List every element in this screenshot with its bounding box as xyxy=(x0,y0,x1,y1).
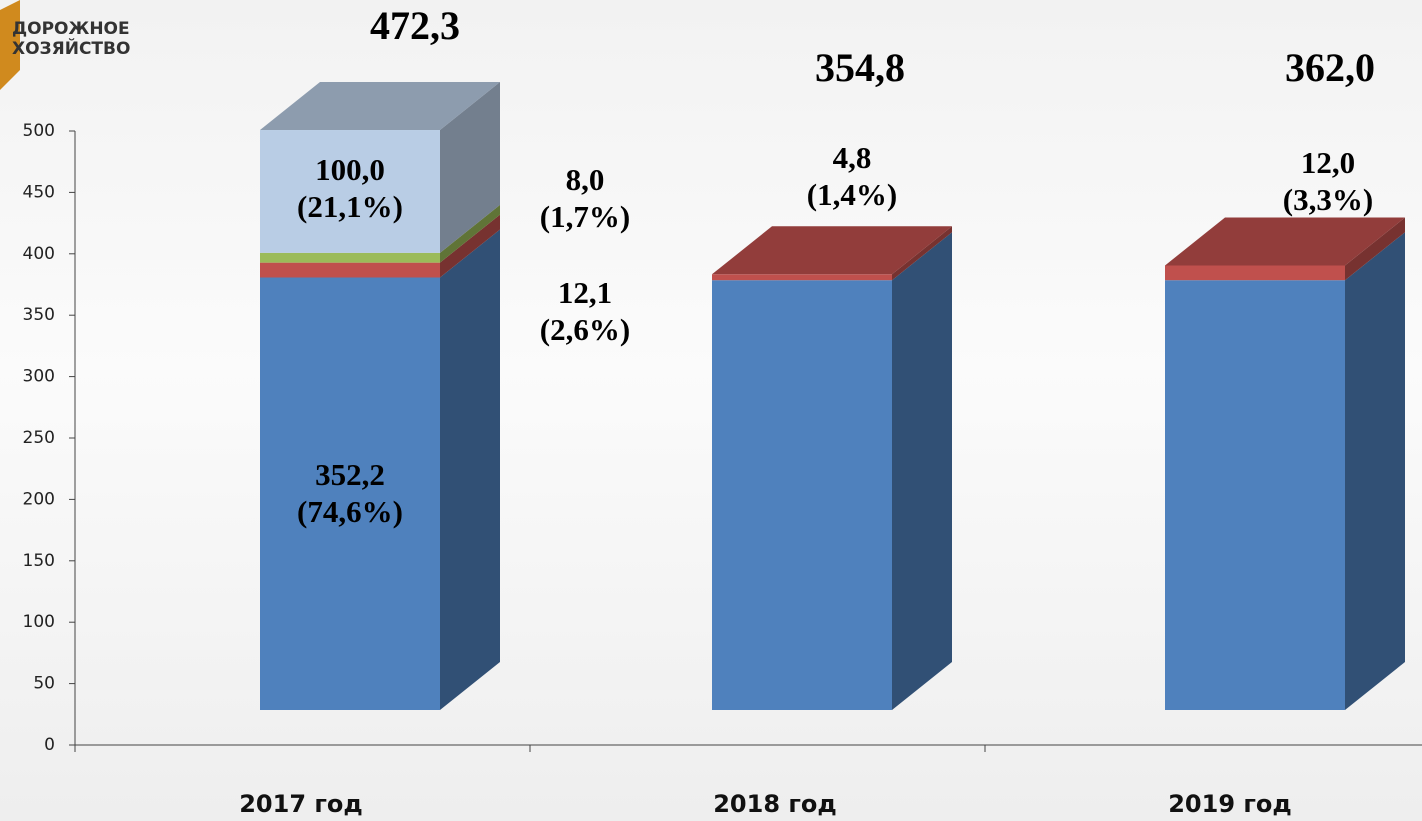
total-label: 362,0 xyxy=(1285,45,1375,90)
logo-text: ДОРОЖНОЕ xyxy=(12,19,130,39)
x-tick-label: 2019 год xyxy=(1168,790,1292,818)
bar-front xyxy=(260,263,440,278)
total-label: 354,8 xyxy=(815,45,905,90)
y-tick-label: 350 xyxy=(23,305,55,325)
total-label: 472,3 xyxy=(370,3,460,48)
share-label: (1,7%) xyxy=(540,199,630,234)
share-label: (74,6%) xyxy=(297,494,403,529)
chart: ДОРОЖНОЕ ХОЗЯЙСТВО 0 50 100 150 200 250 300 350… xyxy=(0,0,1422,821)
page: ДОРОЖНОЕ ХОЗЯЙСТВО 0 50 100 150 200 250 300 350… xyxy=(0,0,1422,821)
bar-side xyxy=(440,229,500,710)
value-label: 12,0 xyxy=(1301,145,1355,180)
x-tick-label: 2017 год xyxy=(239,790,363,818)
bar-side xyxy=(892,232,952,710)
bar-front xyxy=(712,280,892,710)
value-label: 100,0 xyxy=(315,152,385,187)
y-tick-label: 400 xyxy=(23,244,55,264)
logo-text: ХОЗЯЙСТВО xyxy=(12,37,130,59)
share-label: (2,6%) xyxy=(540,312,630,347)
y-tick-label: 50 xyxy=(33,674,55,694)
bar-segment xyxy=(1165,232,1405,710)
y-tick-label: 200 xyxy=(23,489,55,509)
y-tick-label: 100 xyxy=(23,612,55,632)
bar-front xyxy=(1165,280,1345,710)
bar-front xyxy=(712,274,892,280)
value-label: 4,8 xyxy=(833,140,872,175)
y-tick-label: 150 xyxy=(23,551,55,571)
value-label: 12,1 xyxy=(558,275,612,310)
y-tick-label: 450 xyxy=(23,182,55,202)
bar-side xyxy=(1345,232,1405,710)
value-label: 8,0 xyxy=(566,162,605,197)
bar-front xyxy=(1165,265,1345,280)
y-tick-label: 300 xyxy=(23,367,55,387)
share-label: (21,1%) xyxy=(297,189,403,224)
y-tick-label: 0 xyxy=(44,735,55,755)
bar-front xyxy=(260,253,440,263)
y-tick-label: 250 xyxy=(23,428,55,448)
x-tick-label: 2018 год xyxy=(713,790,837,818)
value-label: 352,2 xyxy=(315,457,385,492)
y-tick-label: 500 xyxy=(23,121,55,141)
bar-segment xyxy=(712,232,952,710)
share-label: (1,4%) xyxy=(807,177,897,212)
share-label: (3,3%) xyxy=(1283,182,1373,217)
